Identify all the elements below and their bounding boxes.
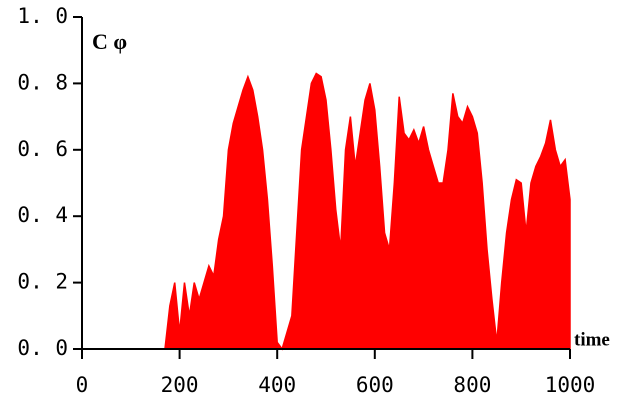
y-tick-label: 0. 2: [17, 270, 68, 294]
y-tick-label: 0. 0: [17, 336, 68, 360]
x-tick-label: 200: [161, 373, 199, 397]
x-axis-label: time: [574, 329, 610, 350]
area: [82, 72, 571, 351]
x-tick-label: 400: [258, 373, 296, 397]
y-tick-label: 0. 8: [17, 70, 68, 94]
x-tick-label: 0: [76, 373, 89, 397]
y-tick-label: 0. 4: [17, 203, 68, 227]
y-tick-label: 1. 0: [17, 4, 68, 28]
x-tick-label: 1000: [545, 373, 596, 397]
y-axis-label: C φ: [92, 29, 127, 54]
y-tick-label: 0. 6: [17, 137, 68, 161]
x-tick-label: 600: [356, 373, 394, 397]
x-tick-label: 800: [453, 373, 491, 397]
